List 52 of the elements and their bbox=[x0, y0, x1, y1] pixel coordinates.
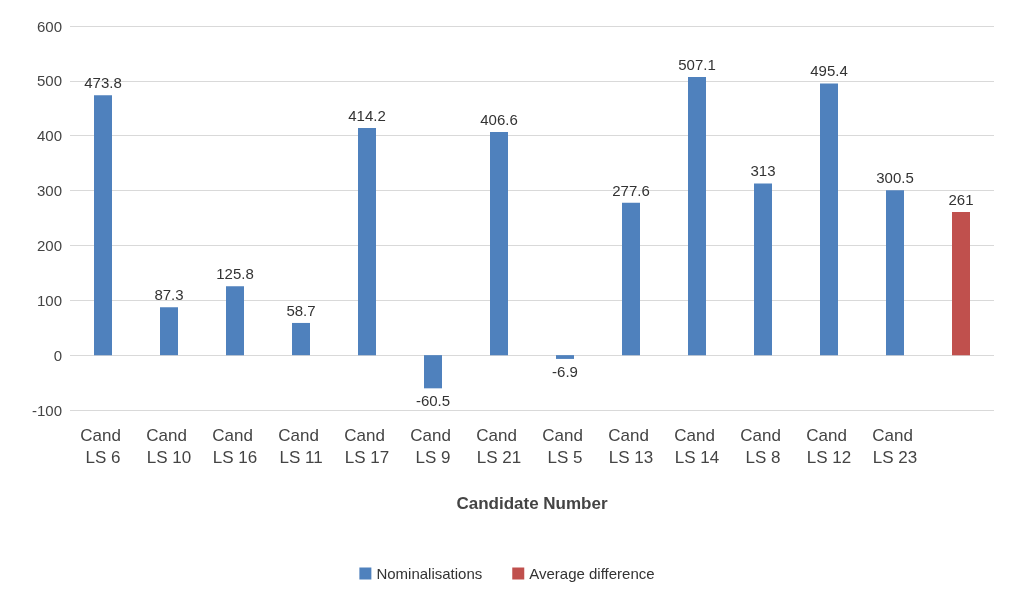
x-tick-label: Cand LS 10 bbox=[146, 425, 192, 467]
x-tick-label: Cand LS 8 bbox=[740, 425, 786, 467]
x-axis-title: Candidate Number bbox=[456, 494, 608, 513]
y-tick-label: 400 bbox=[36, 127, 62, 145]
data-label: 313 bbox=[750, 162, 776, 180]
bar bbox=[820, 83, 838, 356]
y-tick-label: 600 bbox=[36, 17, 62, 35]
legend-label: Nominalisations bbox=[376, 565, 483, 582]
y-tick-label: 0 bbox=[53, 346, 62, 364]
data-label: 473.8 bbox=[84, 74, 122, 92]
data-label: -6.9 bbox=[552, 362, 578, 380]
bar bbox=[688, 76, 706, 356]
data-label: 495.4 bbox=[810, 62, 848, 80]
bar bbox=[160, 307, 178, 356]
x-tick-label: Cand LS 14 bbox=[674, 425, 720, 467]
x-tick-label: Cand LS 13 bbox=[608, 425, 654, 467]
bar bbox=[622, 202, 640, 356]
bar bbox=[358, 127, 376, 356]
legend-label: Average difference bbox=[529, 565, 655, 582]
bar bbox=[556, 355, 574, 359]
y-tick-label: 100 bbox=[36, 291, 62, 309]
bar bbox=[754, 183, 772, 356]
data-label: -60.5 bbox=[415, 392, 451, 410]
y-tick-label: 200 bbox=[36, 236, 62, 254]
data-label: 300.5 bbox=[876, 169, 914, 187]
bar bbox=[952, 211, 970, 356]
x-tick-label: Cand LS 12 bbox=[806, 425, 852, 467]
y-tick-label: 300 bbox=[36, 182, 62, 200]
bar bbox=[424, 355, 442, 389]
data-label: 277.6 bbox=[612, 181, 650, 199]
data-label: 507.1 bbox=[678, 55, 716, 73]
bar bbox=[490, 132, 508, 356]
y-tick-label: 500 bbox=[36, 72, 62, 90]
y-tick-label: -100 bbox=[31, 401, 62, 419]
x-tick-label: Cand LS 6 bbox=[80, 425, 126, 467]
bar bbox=[94, 95, 112, 356]
x-tick-label: Cand LS 23 bbox=[872, 425, 918, 467]
bar bbox=[226, 286, 244, 356]
data-label: 125.8 bbox=[216, 265, 254, 283]
data-label: 414.2 bbox=[348, 106, 386, 124]
x-tick-label: Cand LS 21 bbox=[476, 425, 522, 467]
data-label: 406.6 bbox=[480, 111, 518, 129]
data-label: 87.3 bbox=[154, 286, 184, 304]
bar bbox=[886, 190, 904, 356]
data-label: 58.7 bbox=[286, 301, 316, 319]
x-tick-label: Cand LS 5 bbox=[542, 425, 588, 467]
x-tick-label: Cand LS 9 bbox=[410, 425, 456, 467]
data-label: 261 bbox=[948, 190, 974, 208]
x-tick-label: Cand LS 16 bbox=[212, 425, 258, 467]
bar bbox=[292, 322, 310, 356]
x-tick-label: Cand LS 11 bbox=[278, 425, 324, 467]
x-tick-label: Cand LS 17 bbox=[344, 425, 390, 467]
